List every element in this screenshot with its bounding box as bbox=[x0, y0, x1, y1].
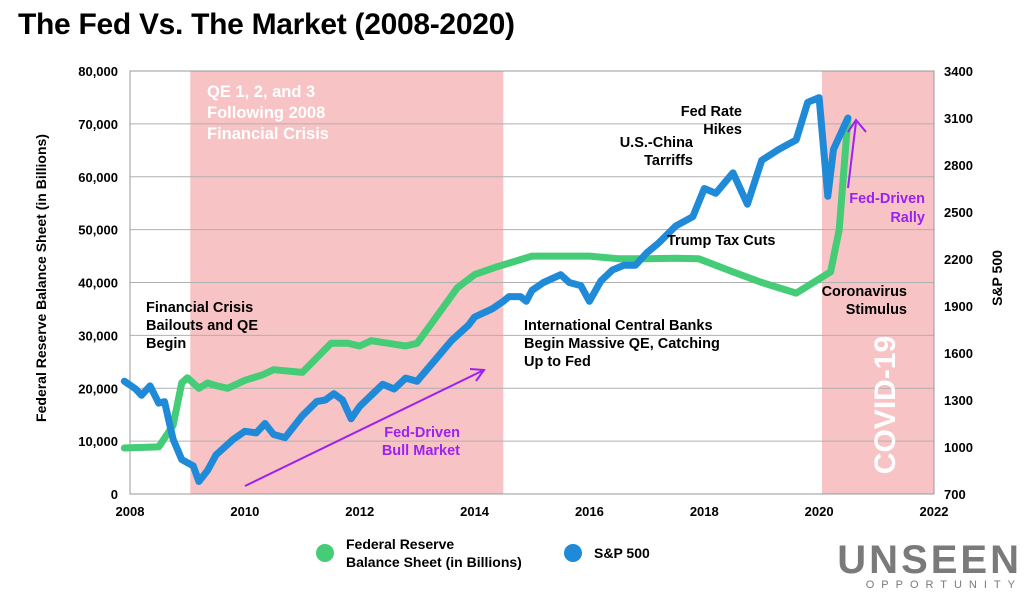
right-tick-label: 3100 bbox=[944, 111, 973, 126]
annotation-bull-market: Fed-Driven Bull Market bbox=[382, 425, 460, 459]
series-lines bbox=[120, 94, 852, 485]
annotation-tariffs: U.S.-China Tarriffs bbox=[620, 135, 694, 169]
right-tick-label: 1900 bbox=[944, 299, 973, 314]
annotation-rate-hikes: Fed Rate Hikes bbox=[681, 104, 742, 138]
x-tick-label: 2010 bbox=[230, 504, 259, 519]
svg-text:Begin: Begin bbox=[146, 336, 186, 352]
left-tick-label: 70,000 bbox=[78, 117, 118, 132]
left-tick-label: 20,000 bbox=[78, 381, 118, 396]
svg-text:Bull Market: Bull Market bbox=[382, 443, 460, 459]
left-tick-label: 0 bbox=[111, 487, 118, 502]
svg-text:Begin Massive QE, Catching: Begin Massive QE, Catching bbox=[524, 336, 720, 352]
bull-market-arrow bbox=[244, 368, 486, 487]
sp500-line bbox=[120, 94, 852, 485]
x-tick-label: 2018 bbox=[690, 504, 719, 519]
axes bbox=[129, 70, 935, 495]
logo-brand: UNSEEN bbox=[837, 538, 1022, 582]
x-tick-label: 2020 bbox=[805, 504, 834, 519]
covid-label: COVID-19 bbox=[869, 336, 902, 474]
right-tick-label: 2800 bbox=[944, 158, 973, 173]
x-tick-label: 2014 bbox=[460, 504, 490, 519]
left-axis-title: Federal Reserve Balance Sheet (in Billio… bbox=[33, 134, 49, 422]
svg-text:Fed Rate: Fed Rate bbox=[681, 104, 742, 120]
svg-text:Tarriffs: Tarriffs bbox=[644, 153, 693, 169]
right-axis-title: S&P 500 bbox=[989, 250, 1005, 306]
qe-label: QE 1, 2, and 3 Following 2008 Financial … bbox=[207, 83, 329, 143]
svg-text:Fed-Driven: Fed-Driven bbox=[849, 191, 925, 207]
annotation-fed-rally: Fed-Driven Rally bbox=[849, 191, 925, 226]
x-tick-label: 2022 bbox=[920, 504, 949, 519]
legend: Federal Reserve Balance Sheet (in Billio… bbox=[316, 536, 650, 570]
x-axis-ticks: 2008 2010 2012 2014 2016 2018 2020 2022 bbox=[116, 504, 949, 519]
right-tick-label: 1600 bbox=[944, 346, 973, 361]
svg-text:Financial Crisis: Financial Crisis bbox=[146, 300, 253, 316]
svg-text:Financial Crisis: Financial Crisis bbox=[207, 125, 329, 143]
svg-text:Bailouts and QE: Bailouts and QE bbox=[146, 318, 258, 334]
legend-sp-label: S&P 500 bbox=[594, 545, 650, 561]
x-tick-label: 2012 bbox=[345, 504, 374, 519]
left-tick-label: 80,000 bbox=[78, 64, 118, 79]
svg-text:Coronavirus: Coronavirus bbox=[822, 284, 907, 300]
annotation-financial-crisis: Financial Crisis Bailouts and QE Begin bbox=[146, 300, 258, 352]
chart-title: The Fed Vs. The Market (2008-2020) bbox=[18, 8, 515, 41]
left-tick-label: 40,000 bbox=[78, 276, 118, 291]
right-tick-label: 2200 bbox=[944, 252, 973, 267]
annotation-trump-tax-cuts: Trump Tax Cuts bbox=[667, 233, 776, 249]
svg-text:Up to Fed: Up to Fed bbox=[524, 354, 591, 370]
svg-text:Fed-Driven: Fed-Driven bbox=[384, 425, 460, 441]
svg-text:Following 2008: Following 2008 bbox=[207, 104, 325, 122]
legend-fed-marker bbox=[316, 544, 334, 562]
svg-text:Hikes: Hikes bbox=[703, 122, 742, 138]
right-tick-label: 700 bbox=[944, 487, 966, 502]
right-axis-ticks: 700 1000 1300 1600 1900 2200 2500 2800 3100 3400 bbox=[944, 64, 973, 502]
x-tick-label: 2008 bbox=[116, 504, 145, 519]
right-tick-label: 3400 bbox=[944, 64, 973, 79]
rally-arrow bbox=[847, 118, 867, 189]
annotation-international-qe: International Central Banks Begin Massiv… bbox=[524, 318, 720, 370]
svg-text:QE 1, 2, and 3: QE 1, 2, and 3 bbox=[207, 83, 315, 101]
left-tick-label: 60,000 bbox=[78, 170, 118, 185]
unseen-opportunity-logo: UNSEEN OPPORTUNITY bbox=[837, 538, 1022, 591]
right-tick-label: 1000 bbox=[944, 440, 973, 455]
right-tick-label: 2500 bbox=[944, 205, 973, 220]
svg-text:International Central Banks: International Central Banks bbox=[524, 318, 713, 334]
svg-text:Rally: Rally bbox=[890, 210, 925, 226]
fed-balance-sheet-line bbox=[120, 115, 852, 452]
legend-fed-label-2: Balance Sheet (in Billions) bbox=[346, 554, 522, 570]
svg-text:Stimulus: Stimulus bbox=[846, 302, 907, 318]
plot-frame bbox=[129, 70, 935, 495]
annotation-coronavirus: Coronavirus Stimulus bbox=[822, 284, 907, 318]
legend-fed-label: Federal Reserve bbox=[346, 536, 454, 552]
left-tick-label: 30,000 bbox=[78, 328, 118, 343]
right-tick-label: 1300 bbox=[944, 393, 973, 408]
svg-text:U.S.-China: U.S.-China bbox=[620, 135, 694, 151]
x-tick-label: 2016 bbox=[575, 504, 604, 519]
logo-tagline: OPPORTUNITY bbox=[866, 579, 1022, 591]
left-axis-ticks: 0 10,000 20,000 30,000 40,000 50,000 60,000 70,… bbox=[78, 64, 118, 502]
left-tick-label: 50,000 bbox=[78, 223, 118, 238]
left-tick-label: 10,000 bbox=[78, 434, 118, 449]
legend-sp-marker bbox=[564, 544, 582, 562]
